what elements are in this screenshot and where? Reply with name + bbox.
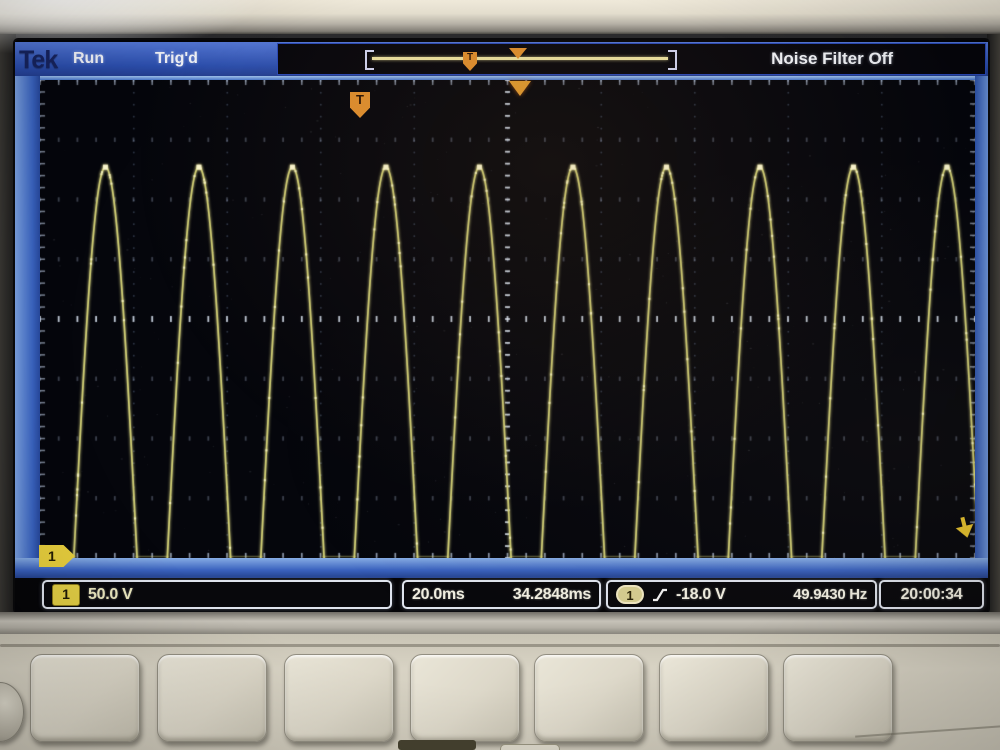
acquisition-state-label: Run bbox=[73, 50, 105, 67]
menu-button-6[interactable] bbox=[659, 654, 769, 742]
trigger-readout: 1 -18.0 V 49.9430 Hz bbox=[606, 580, 877, 609]
channel1-badge: 1 bbox=[52, 583, 80, 606]
panel-knob-partial[interactable] bbox=[0, 682, 24, 742]
trigger-source-badge: 1 bbox=[616, 585, 644, 604]
menu-button-1[interactable] bbox=[30, 654, 140, 742]
readout-bar: 1 50.0 V 20.0ms 34.2848ms 1 -18.0 V 49.9… bbox=[15, 578, 988, 612]
graticule-frame-bottom bbox=[15, 558, 988, 578]
tek-logo: Tek bbox=[19, 46, 58, 74]
trigger-level-value: -18.0 V bbox=[676, 585, 726, 603]
lower-screen-trim bbox=[0, 612, 1000, 638]
record-view-band: T Noise Filter Off bbox=[278, 44, 985, 74]
trigger-position-marker-icon: T bbox=[350, 92, 370, 118]
record-view-center-arrow-icon bbox=[509, 48, 527, 59]
bezel-left-edge bbox=[0, 34, 16, 634]
record-view-left-bracket-icon bbox=[365, 50, 374, 70]
horizontal-readout: 20.0ms 34.2848ms bbox=[402, 580, 601, 609]
channel1-scale-readout: 1 50.0 V bbox=[42, 580, 392, 609]
menu-button-4[interactable] bbox=[410, 654, 520, 742]
expansion-point-arrow-icon bbox=[509, 81, 531, 96]
panel-label-partial bbox=[398, 740, 476, 750]
status-bar: Tek Run Trig'd T Noise Filter Off bbox=[15, 42, 988, 76]
menu-button-2[interactable] bbox=[157, 654, 267, 742]
channel1-scale-value: 50.0 V bbox=[88, 585, 133, 603]
lcd-screen: Tek Run Trig'd T Noise Filter Off T 1 bbox=[15, 40, 988, 612]
bezel-right-edge bbox=[987, 34, 1000, 634]
trigger-status-label: Trig'd bbox=[155, 50, 198, 67]
graticule-frame-right bbox=[975, 76, 988, 578]
front-panel bbox=[0, 634, 1000, 750]
record-view-trigger-marker-icon: T bbox=[463, 52, 477, 71]
lower-button-edge bbox=[500, 744, 560, 750]
panel-groove bbox=[0, 644, 1000, 647]
graticule-frame-left bbox=[15, 76, 40, 578]
waveform-canvas bbox=[40, 80, 975, 558]
horizontal-position-value: 34.2848ms bbox=[512, 585, 592, 603]
timebase-scale-value: 20.0ms bbox=[412, 585, 465, 603]
menu-button-7[interactable] bbox=[783, 654, 893, 742]
clock-value: 20:00:34 bbox=[900, 585, 963, 603]
graticule-frame-top bbox=[15, 76, 988, 80]
menu-button-3[interactable] bbox=[284, 654, 394, 742]
rising-slope-icon bbox=[653, 588, 667, 602]
graticule-area bbox=[40, 80, 975, 558]
clock-readout: 20:00:34 bbox=[879, 580, 984, 609]
noise-filter-status: Noise Filter Off bbox=[771, 49, 893, 68]
record-view-right-bracket-icon bbox=[668, 50, 677, 70]
menu-button-5[interactable] bbox=[534, 654, 644, 742]
trigger-frequency-value: 49.9430 Hz bbox=[793, 586, 867, 603]
channel1-position-marker: 1 bbox=[39, 545, 75, 567]
bezel-top bbox=[0, 0, 1000, 34]
